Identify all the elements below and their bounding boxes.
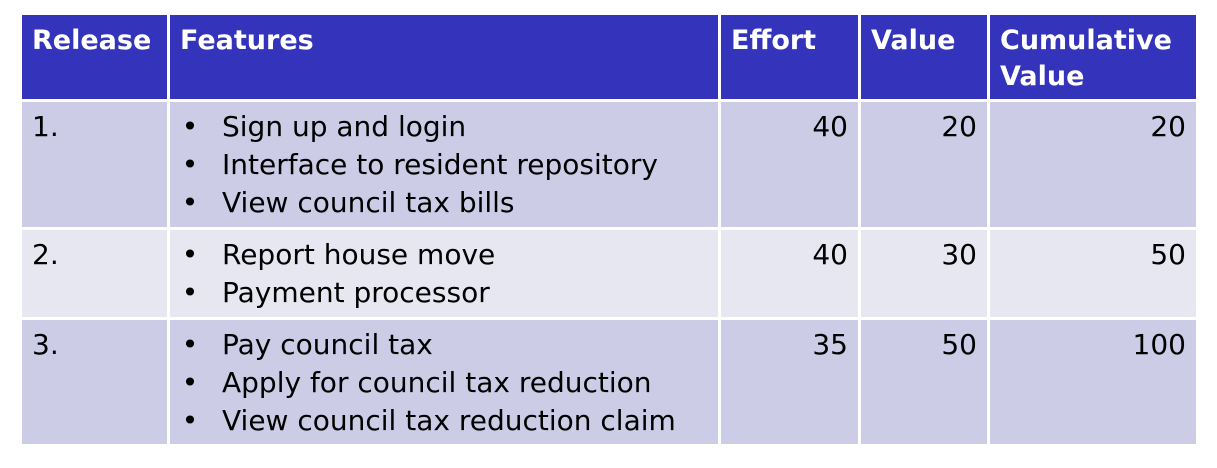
feature-label: Report house move	[222, 238, 496, 271]
cumulative-value: 50	[990, 230, 1196, 317]
feature-list: • Report house move • Payment processor	[170, 236, 708, 312]
list-item: • Report house move	[170, 236, 708, 274]
feature-list: • Pay council tax • Apply for council tax …	[170, 326, 708, 440]
header-effort: Effort	[721, 15, 858, 99]
list-item: • Sign up and login	[170, 108, 708, 146]
list-item: • Payment processor	[170, 274, 708, 312]
bullet-icon: •	[181, 110, 199, 143]
features-cell: • Report house move • Payment processor	[170, 230, 718, 317]
header-cumulative-line1: Cumulative	[1000, 25, 1172, 56]
feature-label: Sign up and login	[222, 110, 467, 143]
feature-label: Interface to resident repository	[222, 148, 658, 181]
list-item: • Interface to resident repository	[170, 146, 708, 184]
bullet-icon: •	[181, 328, 199, 361]
header-features: Features	[170, 15, 718, 99]
effort-value: 35	[721, 320, 858, 444]
header-value: Value	[861, 15, 987, 99]
list-item: • View council tax reduction claim	[170, 402, 708, 440]
header-cumulative-line2: Value	[1000, 61, 1085, 92]
cumulative-value: 100	[990, 320, 1196, 444]
list-item: • Apply for council tax reduction	[170, 364, 708, 402]
cumulative-value: 20	[990, 102, 1196, 227]
table-row: 2. • Report house move • Payment processor…	[22, 230, 1196, 317]
bullet-icon: •	[181, 238, 199, 271]
release-number: 3.	[22, 320, 167, 444]
feature-list: • Sign up and login • Interface to residen…	[170, 108, 708, 222]
header-row: Release Features Effort Value Cumulative…	[22, 15, 1196, 99]
table-row: 3. • Pay council tax • Apply for council t…	[22, 320, 1196, 444]
effort-value: 40	[721, 102, 858, 227]
list-item: • View council tax bills	[170, 184, 708, 222]
feature-label: Pay council tax	[222, 328, 433, 361]
features-cell: • Pay council tax • Apply for council tax …	[170, 320, 718, 444]
features-cell: • Sign up and login • Interface to residen…	[170, 102, 718, 227]
value-value: 20	[861, 102, 987, 227]
release-table: Release Features Effort Value Cumulative…	[19, 12, 1199, 447]
release-number: 2.	[22, 230, 167, 317]
feature-label: View council tax bills	[222, 186, 515, 219]
feature-label: Apply for council tax reduction	[222, 366, 652, 399]
bullet-icon: •	[181, 186, 199, 219]
effort-value: 40	[721, 230, 858, 317]
bullet-icon: •	[181, 276, 199, 309]
table-row: 1. • Sign up and login • Interface to resi…	[22, 102, 1196, 227]
bullet-icon: •	[181, 366, 199, 399]
header-cumulative-value: Cumulative Value	[990, 15, 1196, 99]
release-number: 1.	[22, 102, 167, 227]
bullet-icon: •	[181, 148, 199, 181]
value-value: 30	[861, 230, 987, 317]
feature-label: View council tax reduction claim	[222, 404, 676, 437]
bullet-icon: •	[181, 404, 199, 437]
feature-label: Payment processor	[222, 276, 490, 309]
header-release: Release	[22, 15, 167, 99]
value-value: 50	[861, 320, 987, 444]
list-item: • Pay council tax	[170, 326, 708, 364]
